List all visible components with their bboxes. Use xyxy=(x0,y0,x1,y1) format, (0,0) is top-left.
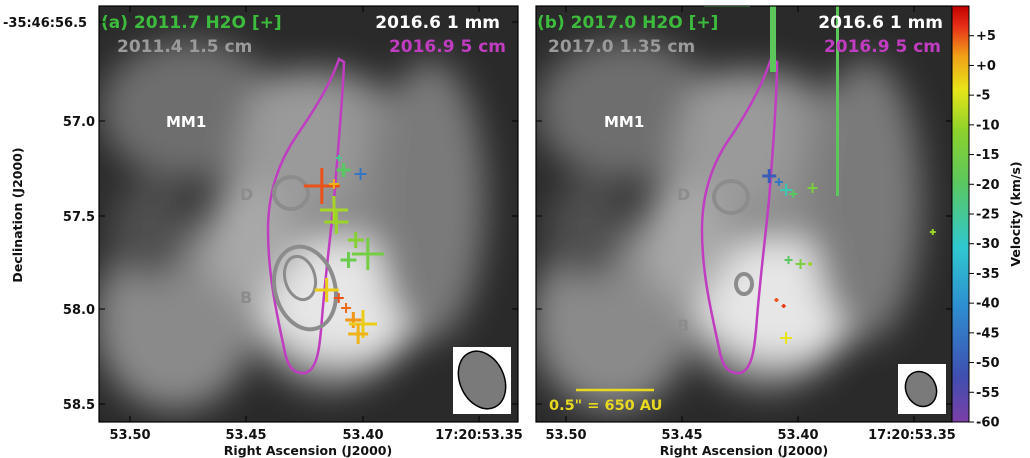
panel-b-ra-tick: 53.50 xyxy=(545,428,586,443)
panel-b-ticks xyxy=(536,6,952,422)
maser-spot xyxy=(314,278,339,302)
panel-b-5cm-label: 2016.9 5 cm xyxy=(824,37,941,57)
colorbar-tick-label: +0 xyxy=(976,59,996,74)
panel-b-contour-b xyxy=(734,272,754,296)
panel-b-source-d: D xyxy=(677,185,690,204)
maser-spot xyxy=(762,169,777,183)
colorbar-label: Velocity (km/s) xyxy=(1008,161,1023,266)
panel-a-image xyxy=(99,6,518,422)
colorbar-tick-label: -10 xyxy=(976,118,1000,133)
maser-spot xyxy=(333,293,344,303)
panel-b-contour-d xyxy=(712,179,750,215)
panel-a-beam-ellipse xyxy=(457,350,507,410)
panel-a-ticks xyxy=(99,6,518,422)
panel-b-ra-tick: 53.40 xyxy=(777,428,818,443)
colorbar-gradient xyxy=(951,5,970,423)
colorbar-tick-label: -40 xyxy=(976,297,1000,312)
panel-b-5cm-contour xyxy=(700,57,779,375)
panel-a-h2o-label: (a) 2011.7 H2O [+] xyxy=(101,13,282,33)
panel-b-maser-points xyxy=(762,169,936,344)
colorbar-tick-label: -30 xyxy=(976,237,1000,252)
maser-spot xyxy=(328,179,339,189)
maser-spot xyxy=(340,252,357,268)
colorbar: +5+0-5-10-15-20-25-30-35-40-45-50-55-60 … xyxy=(951,5,1023,431)
colorbar-tick-label: -5 xyxy=(976,89,990,104)
panel-a-mm1-label: MM1 xyxy=(166,113,206,131)
panel-b-ra-tick: 53.45 xyxy=(661,428,702,443)
maser-spot xyxy=(795,259,806,269)
maser-spot xyxy=(807,183,818,193)
panel-a-maser-points xyxy=(303,155,384,344)
maser-spot xyxy=(929,229,936,235)
maser-spot xyxy=(808,262,813,266)
panel-a-contour-b xyxy=(272,244,338,332)
panel-a-dec-tick: 57.5 xyxy=(63,210,95,225)
colorbar-tick-label: -15 xyxy=(976,148,1000,163)
panel-a-dec-first-tick: -35:46:56.5 xyxy=(3,16,87,31)
panel-b-maser-streak xyxy=(770,6,776,72)
panel-a-x-axis-title: Right Ascension (J2000) xyxy=(224,443,392,458)
maser-spot xyxy=(780,332,793,344)
colorbar-tick-label: -60 xyxy=(976,416,1000,431)
colorbar-tick-label: -50 xyxy=(976,356,1000,371)
maser-spot xyxy=(335,155,342,161)
colorbar-tick-label: -55 xyxy=(976,386,1000,401)
maser-spot xyxy=(789,190,798,198)
panel-a-1mm-label: 2016.6 1 mm xyxy=(375,13,500,33)
panel-b-x-axis-title: Right Ascension (J2000) xyxy=(660,443,828,458)
maser-spot xyxy=(341,303,352,313)
panel-b-ra-tick: 17:20:53.35 xyxy=(868,428,956,443)
panel-b-scalebar-label: 0.5" = 650 AU xyxy=(549,398,662,414)
panel-a-contour-d xyxy=(272,175,310,211)
panel-a-source-d: D xyxy=(240,185,253,204)
panel-b-cm-label: 2017.0 1.35 cm xyxy=(548,37,695,57)
maser-spot xyxy=(774,178,783,186)
colorbar-tick-label: -45 xyxy=(976,326,1000,341)
maser-spot xyxy=(354,168,367,180)
panel-b-image xyxy=(536,6,952,422)
colorbar-tick-label: -35 xyxy=(976,267,1000,282)
colorbar-tick-label: +5 xyxy=(976,29,996,44)
panel-a-ra-tick: 53.45 xyxy=(225,428,266,443)
maser-spot xyxy=(348,324,369,344)
y-axis-title: Declination (J2000) xyxy=(10,147,25,282)
panel-b-source-b: B xyxy=(677,316,689,335)
panel-a-dec-tick: 58.5 xyxy=(63,398,95,413)
colorbar-tick-label: -25 xyxy=(976,208,1000,223)
panel-b-mm1-label: MM1 xyxy=(604,113,644,131)
panel-b: (b) 2017.0 H2O [+] 2017.0 1.35 cm 2016.6… xyxy=(535,5,956,458)
colorbar-tick-label: -20 xyxy=(976,178,1000,193)
maser-spot xyxy=(351,238,384,270)
panel-a: (a) 2011.7 H2O [+] 2011.4 1.5 cm 2016.6 … xyxy=(3,5,523,458)
panel-a-ra-tick: 53.50 xyxy=(109,428,150,443)
panel-a-ra-tick: 53.40 xyxy=(342,428,383,443)
panel-a-contour-b-inner xyxy=(282,254,318,302)
maser-spot xyxy=(774,298,779,302)
maser-spot xyxy=(784,256,793,264)
maser-spot xyxy=(319,196,348,224)
panel-b-beam-ellipse xyxy=(904,370,938,408)
panel-a-5cm-label: 2016.9 5 cm xyxy=(389,37,506,57)
panel-a-frame xyxy=(98,5,519,423)
panel-a-source-b: B xyxy=(240,288,252,307)
panel-b-1mm-label: 2016.6 1 mm xyxy=(818,13,943,33)
panel-a-dec-tick: 57.0 xyxy=(63,115,95,130)
maser-spot xyxy=(324,210,349,234)
panel-a-dec-tick: 58.0 xyxy=(63,303,95,318)
maser-spot xyxy=(780,184,793,196)
panel-b-maser-streak xyxy=(836,6,839,196)
colorbar-ticks: +5 +0 -5 -10 -15 -20 -25 -30 -35 -40 -45 -50 -55 -60 xyxy=(969,29,1000,431)
maser-spot xyxy=(781,304,786,308)
maser-spot xyxy=(347,232,364,248)
panel-a-ra-tick: 17:20:53.35 xyxy=(435,428,523,443)
maser-spot xyxy=(336,163,351,177)
panel-a-cm-label: 2011.4 1.5 cm xyxy=(117,37,252,57)
panel-b-h2o-label: (b) 2017.0 H2O [+] xyxy=(537,13,718,33)
